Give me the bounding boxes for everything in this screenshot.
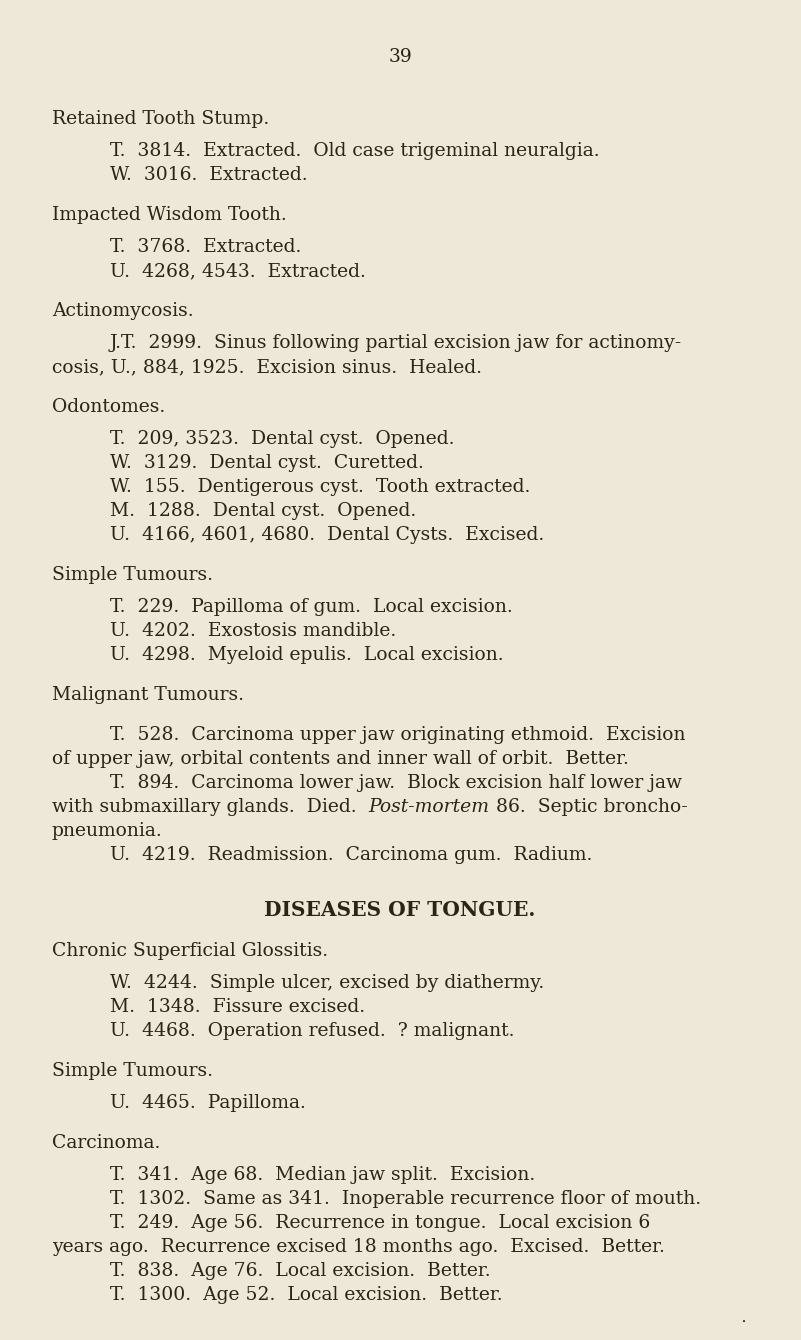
Text: T.  229.  Papilloma of gum.  Local excision.: T. 229. Papilloma of gum. Local excision… [110,598,513,616]
Text: Post-mortem: Post-mortem [368,799,489,816]
Text: T.  838.  Age 76.  Local excision.  Better.: T. 838. Age 76. Local excision. Better. [110,1262,491,1280]
Text: W.  3016.  Extracted.: W. 3016. Extracted. [110,166,308,184]
Text: Chronic Superficial Glossitis.: Chronic Superficial Glossitis. [52,942,328,959]
Text: U.  4166, 4601, 4680.  Dental Cysts.  Excised.: U. 4166, 4601, 4680. Dental Cysts. Excis… [110,527,544,544]
Text: Malignant Tumours.: Malignant Tumours. [52,686,244,704]
Text: •: • [742,1319,746,1327]
Text: U.  4202.  Exostosis mandible.: U. 4202. Exostosis mandible. [110,622,396,641]
Text: pneumonia.: pneumonia. [52,821,163,840]
Text: DISEASES OF TONGUE.: DISEASES OF TONGUE. [264,900,536,921]
Text: W.  4244.  Simple ulcer, excised by diathermy.: W. 4244. Simple ulcer, excised by diathe… [110,974,544,992]
Text: T.  3768.  Extracted.: T. 3768. Extracted. [110,239,301,256]
Text: W.  3129.  Dental cyst.  Curetted.: W. 3129. Dental cyst. Curetted. [110,454,424,472]
Text: 39: 39 [388,48,412,66]
Text: W.  155.  Dentigerous cyst.  Tooth extracted.: W. 155. Dentigerous cyst. Tooth extracte… [110,478,530,496]
Text: years ago.  Recurrence excised 18 months ago.  Excised.  Better.: years ago. Recurrence excised 18 months … [52,1238,665,1256]
Text: T.  3814.  Extracted.  Old case trigeminal neuralgia.: T. 3814. Extracted. Old case trigeminal … [110,142,600,159]
Text: Simple Tumours.: Simple Tumours. [52,565,213,584]
Text: T.  209, 3523.  Dental cyst.  Opened.: T. 209, 3523. Dental cyst. Opened. [110,430,454,448]
Text: Odontomes.: Odontomes. [52,398,165,415]
Text: with submaxillary glands.  Died.: with submaxillary glands. Died. [52,799,368,816]
Text: T.  249.  Age 56.  Recurrence in tongue.  Local excision 6: T. 249. Age 56. Recurrence in tongue. Lo… [110,1214,650,1231]
Text: Simple Tumours.: Simple Tumours. [52,1063,213,1080]
Text: U.  4468.  Operation refused.  ? malignant.: U. 4468. Operation refused. ? malignant. [110,1022,514,1040]
Text: U.  4219.  Readmission.  Carcinoma gum.  Radium.: U. 4219. Readmission. Carcinoma gum. Rad… [110,846,593,864]
Text: 86.  Septic broncho-: 86. Septic broncho- [489,799,687,816]
Text: Carcinoma.: Carcinoma. [52,1134,160,1152]
Text: T.  341.  Age 68.  Median jaw split.  Excision.: T. 341. Age 68. Median jaw split. Excisi… [110,1166,535,1185]
Text: T.  528.  Carcinoma upper jaw originating ethmoid.  Excision: T. 528. Carcinoma upper jaw originating … [110,726,686,744]
Text: Actinomycosis.: Actinomycosis. [52,302,194,320]
Text: J.T.  2999.  Sinus following partial excision jaw for actinomy-: J.T. 2999. Sinus following partial excis… [110,334,682,352]
Text: M.  1348.  Fissure excised.: M. 1348. Fissure excised. [110,998,365,1016]
Text: T.  1302.  Same as 341.  Inoperable recurrence floor of mouth.: T. 1302. Same as 341. Inoperable recurre… [110,1190,701,1207]
Text: T.  894.  Carcinoma lower jaw.  Block excision half lower jaw: T. 894. Carcinoma lower jaw. Block excis… [110,775,682,792]
Text: U.  4268, 4543.  Extracted.: U. 4268, 4543. Extracted. [110,263,366,280]
Text: Impacted Wisdom Tooth.: Impacted Wisdom Tooth. [52,206,287,224]
Text: U.  4465.  Papilloma.: U. 4465. Papilloma. [110,1093,306,1112]
Text: M.  1288.  Dental cyst.  Opened.: M. 1288. Dental cyst. Opened. [110,502,417,520]
Text: T.  1300.  Age 52.  Local excision.  Better.: T. 1300. Age 52. Local excision. Better. [110,1286,502,1304]
Text: of upper jaw, orbital contents and inner wall of orbit.  Better.: of upper jaw, orbital contents and inner… [52,750,629,768]
Text: Retained Tooth Stump.: Retained Tooth Stump. [52,110,269,129]
Text: cosis, U., 884, 1925.  Excision sinus.  Healed.: cosis, U., 884, 1925. Excision sinus. He… [52,358,482,377]
Text: U.  4298.  Myeloid epulis.  Local excision.: U. 4298. Myeloid epulis. Local excision. [110,646,504,665]
